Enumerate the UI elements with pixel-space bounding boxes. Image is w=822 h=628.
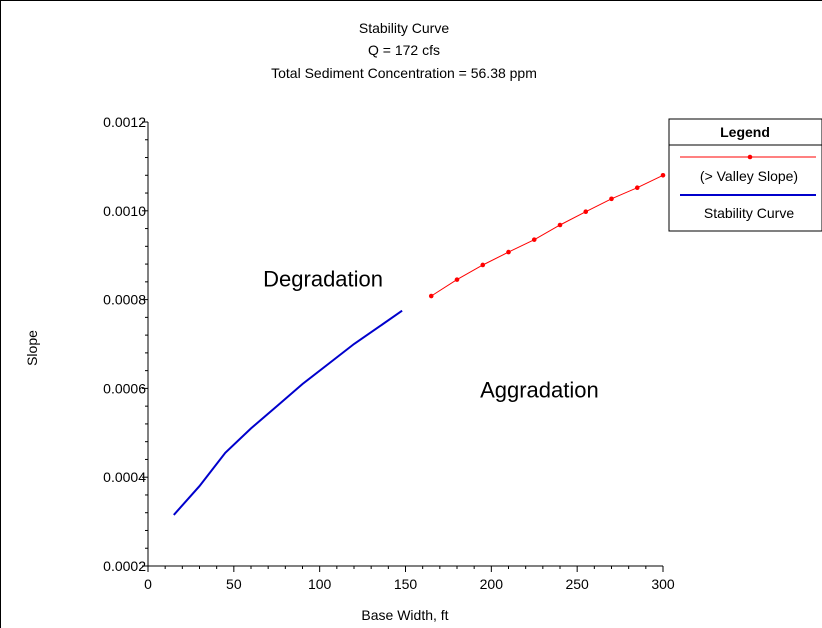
x-ticks: 0 50 100 150 200 250 300 xyxy=(144,566,675,592)
x-tick-label-2: 100 xyxy=(308,576,332,592)
legend-label-stability-curve: Stability Curve xyxy=(704,205,794,221)
axes xyxy=(147,122,663,567)
y-tick-label-1: 0.0004 xyxy=(103,469,146,485)
series-line-stability-curve xyxy=(173,309,403,516)
point-valley-slope-0 xyxy=(428,293,434,299)
point-valley-slope-9 xyxy=(660,172,666,178)
series-line-valley-slope xyxy=(431,174,664,297)
y-axis-label: Slope xyxy=(24,330,40,366)
legend-title: Legend xyxy=(720,124,770,140)
chart-title-line-1: Stability Curve xyxy=(359,20,449,36)
point-valley-slope-1 xyxy=(454,277,460,282)
chart-title: Stability Curve Q = 172 cfs Total Sedime… xyxy=(271,20,537,81)
y-tick-label-3: 0.0008 xyxy=(103,292,146,308)
point-valley-slope-3 xyxy=(506,249,511,255)
x-tick-label-4: 200 xyxy=(480,576,504,592)
x-axis-label: Base Width, ft xyxy=(361,607,448,623)
y-tick-label-4: 0.0010 xyxy=(103,203,146,219)
y-tick-label-2: 0.0006 xyxy=(103,380,146,396)
annotation-degradation: Degradation xyxy=(263,266,383,291)
legend: Legend (> Valley Slope) Stability Curve xyxy=(668,118,822,232)
chart-title-line-3: Total Sediment Concentration = 56.38 ppm xyxy=(271,65,537,81)
minor-ticks xyxy=(145,139,647,569)
x-tick-label-0: 0 xyxy=(144,576,152,592)
series-layer xyxy=(173,172,666,516)
point-valley-slope-4 xyxy=(531,237,537,242)
point-valley-slope-8 xyxy=(634,185,640,191)
point-valley-slope-7 xyxy=(609,196,614,202)
point-valley-slope-6 xyxy=(583,209,589,214)
legend-box xyxy=(668,118,822,232)
legend-label-valley-slope: (> Valley Slope) xyxy=(700,168,798,184)
x-tick-label-1: 50 xyxy=(226,576,242,592)
y-ticks: 0.0002 0.0004 0.0006 0.0008 0.0010 0.0012 xyxy=(103,114,148,574)
annotation-aggradation: Aggradation xyxy=(480,377,599,402)
x-tick-label-3: 150 xyxy=(394,576,418,592)
x-tick-label-6: 300 xyxy=(651,576,675,592)
y-tick-label-0: 0.0002 xyxy=(103,558,146,574)
x-tick-label-5: 250 xyxy=(565,576,589,592)
chart-title-line-2: Q = 172 cfs xyxy=(368,42,440,58)
legend-marker-valley-slope xyxy=(747,154,753,160)
point-valley-slope-5 xyxy=(557,222,563,228)
y-tick-label-5: 0.0012 xyxy=(103,114,146,130)
point-valley-slope-2 xyxy=(480,262,486,268)
